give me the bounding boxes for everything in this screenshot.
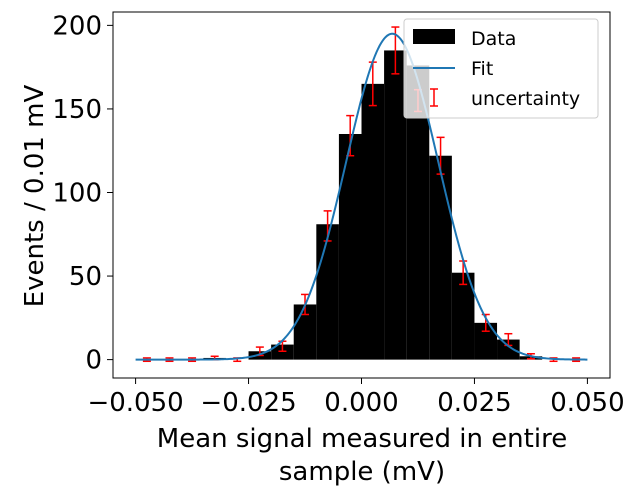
- y-tick-label: 0: [85, 346, 102, 376]
- x-axis-ticks: −0.050 −0.025 0.000 0.025 0.050: [87, 378, 625, 418]
- histogram-bar: [316, 224, 339, 360]
- histogram-bar: [338, 134, 362, 360]
- x-axis-label-line1: Mean signal measured in entire: [157, 424, 567, 454]
- x-tick-label: 0.000: [324, 388, 398, 418]
- histogram-bar: [474, 322, 498, 360]
- legend-fit-label: Fit: [471, 58, 493, 80]
- histogram-bar: [451, 272, 475, 360]
- histogram-bars: [203, 50, 543, 360]
- x-tick-label: 0.050: [550, 388, 624, 418]
- y-tick-label: 50: [69, 262, 102, 292]
- x-tick-label: 0.025: [437, 388, 511, 418]
- x-tick-label: −0.050: [87, 388, 183, 418]
- fit-curve: [135, 32, 588, 361]
- legend-uncertainty-swatch: [430, 88, 438, 107]
- y-axis-ticks: 0 50 100 150 200: [52, 11, 113, 376]
- histogram-bar: [361, 83, 385, 360]
- y-axis-label: Events / 0.01 mV: [20, 84, 50, 307]
- histogram-bar: [429, 155, 452, 360]
- x-tick-label: −0.025: [200, 388, 296, 418]
- y-tick-label: 150: [52, 95, 102, 125]
- histogram-bar: [497, 339, 520, 360]
- legend: Data Fit uncertainty: [403, 18, 599, 119]
- legend-data-label: Data: [471, 28, 516, 50]
- y-tick-label: 200: [52, 11, 102, 41]
- histogram-bar: [406, 65, 430, 360]
- x-axis-label-line2: sample (mV): [279, 457, 445, 487]
- histogram-bar: [384, 50, 407, 360]
- y-tick-label: 100: [52, 178, 102, 208]
- histogram-bar: [271, 344, 294, 360]
- legend-uncertainty-label: uncertainty: [471, 88, 580, 110]
- legend-data-swatch: [413, 29, 455, 44]
